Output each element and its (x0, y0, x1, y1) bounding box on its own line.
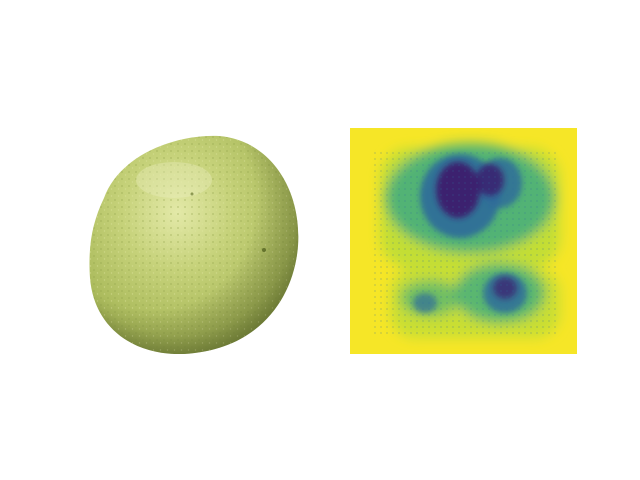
heatmap-image (350, 128, 577, 354)
lime-image (89, 135, 299, 354)
saliency-heatmap (350, 128, 577, 354)
lime-photo (64, 128, 320, 354)
